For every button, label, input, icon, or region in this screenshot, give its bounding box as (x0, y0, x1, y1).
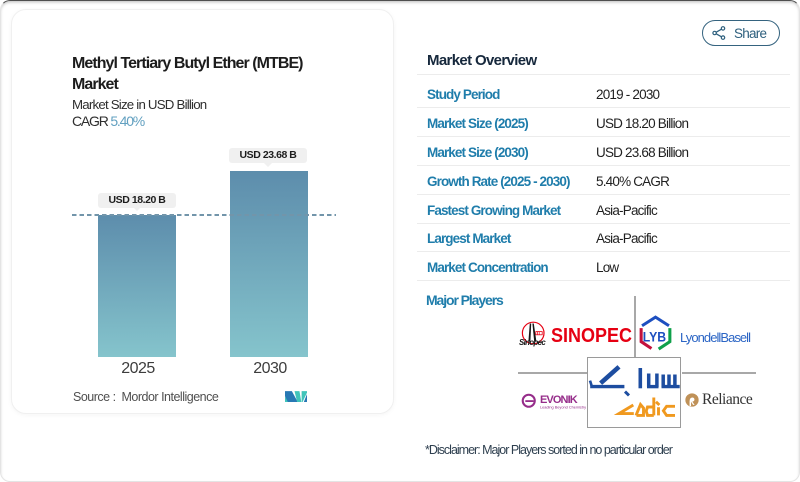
svg-text:LYB: LYB (643, 329, 667, 344)
svg-text:Sinopec: Sinopec (519, 338, 546, 347)
